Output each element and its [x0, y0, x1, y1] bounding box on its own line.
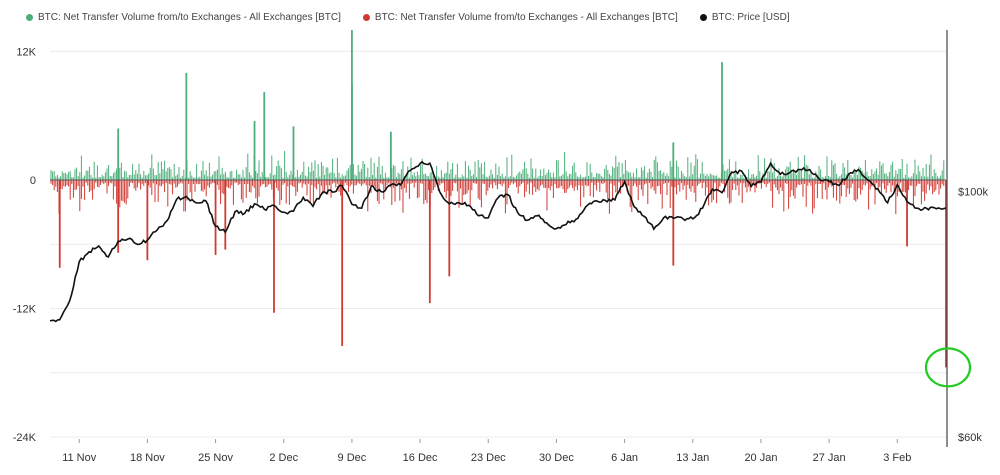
legend-item-inflow[interactable]: BTC: Net Transfer Volume from/to Exchang…	[26, 12, 341, 23]
x-tick-label: 2 Dec	[269, 452, 298, 464]
y-right-tick-label: $60k	[958, 432, 982, 444]
y-left-tick-label: 12K	[16, 46, 36, 58]
y-left-tick-label: -24K	[13, 432, 37, 444]
x-tick-label: 25 Nov	[198, 452, 233, 464]
legend-item-price[interactable]: BTC: Price [USD]	[699, 12, 790, 23]
legend-dot-price	[699, 14, 707, 21]
x-tick-label: 3 Feb	[883, 452, 911, 464]
legend-label-outflow: BTC: Net Transfer Volume from/to Exchang…	[374, 12, 678, 23]
price-line	[49, 160, 947, 323]
x-tick-label: 23 Dec	[471, 452, 506, 464]
grid	[50, 50, 946, 438]
legend-label-inflow: BTC: Net Transfer Volume from/to Exchang…	[38, 12, 341, 23]
x-tick-label: 6 Jan	[611, 452, 638, 464]
legend-item-outflow[interactable]: BTC: Net Transfer Volume from/to Exchang…	[362, 12, 678, 23]
legend-label-price: BTC: Price [USD]	[711, 12, 790, 23]
x-tick-label: 13 Jan	[676, 452, 709, 464]
legend: BTC: Net Transfer Volume from/to Exchang…	[26, 12, 790, 23]
x-tick-label: 27 Jan	[813, 452, 846, 464]
x-tick-label: 9 Dec	[338, 452, 367, 464]
x-tick-label: 16 Dec	[403, 452, 438, 464]
axis-ticks: 12K 0 -12K -24K $100k $60k 11 Nov 18 Nov 25 Nov 2…	[13, 46, 989, 464]
legend-dot-outflow	[362, 14, 370, 21]
legend-dot-inflow	[26, 14, 33, 21]
volume-bars	[50, 30, 947, 368]
x-tick-label: 20 Jan	[744, 452, 777, 464]
y-left-tick-label: -12K	[13, 303, 37, 315]
x-tick-label: 11 Nov	[62, 452, 97, 464]
y-left-tick-label: 0	[30, 175, 36, 187]
x-tick-label: 18 Nov	[130, 452, 165, 464]
annotation-circle	[924, 347, 972, 388]
y-right-tick-label: $100k	[958, 187, 988, 199]
x-tick-label: 30 Dec	[539, 452, 574, 464]
